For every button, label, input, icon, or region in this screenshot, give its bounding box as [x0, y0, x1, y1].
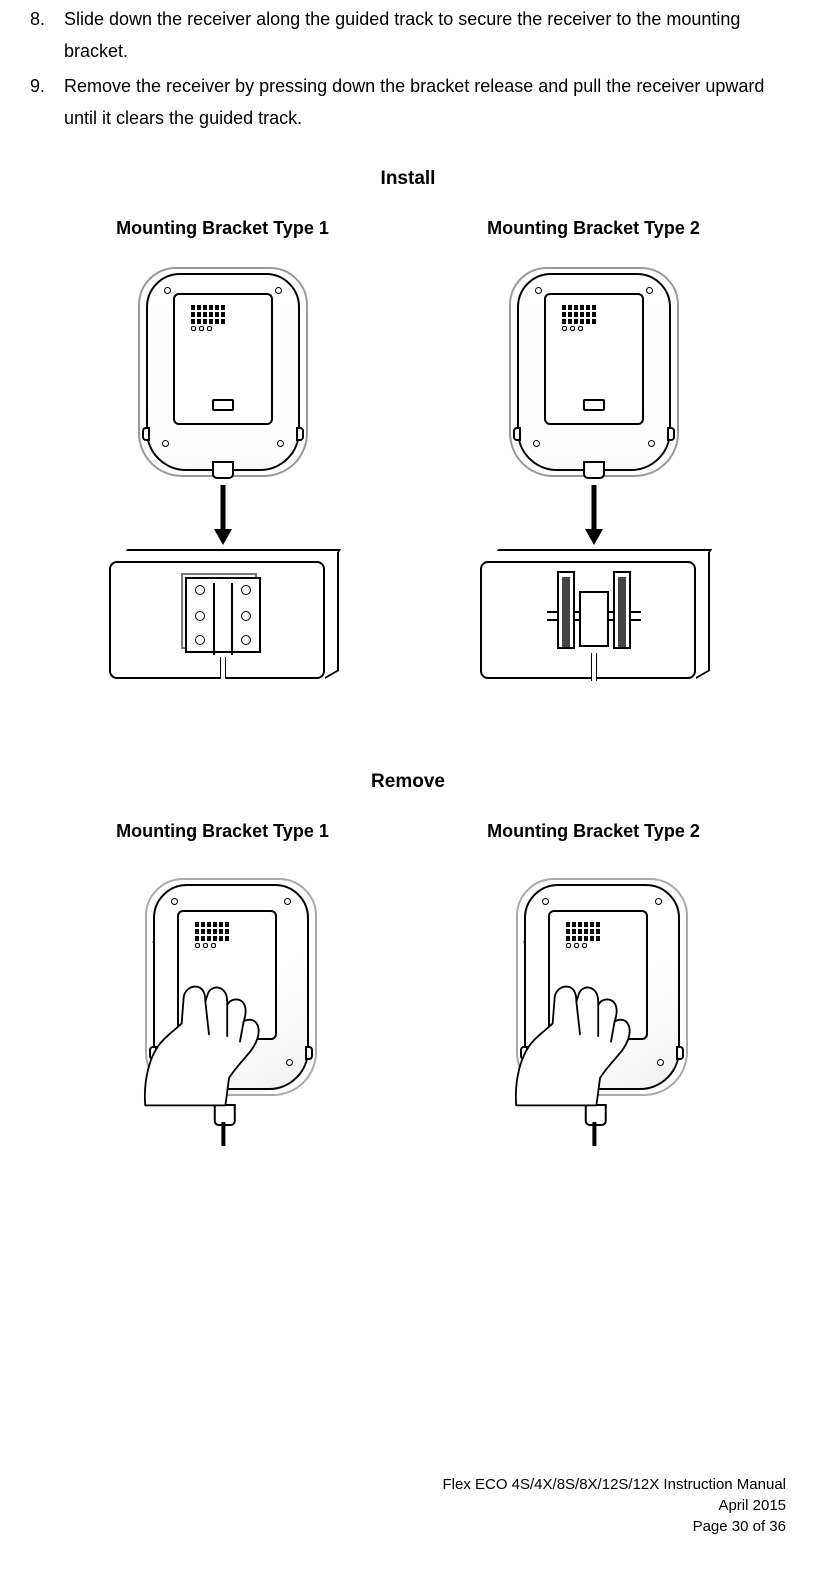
receiver-illustration [138, 267, 308, 489]
down-arrow-icon [589, 485, 599, 545]
remove-col-1: Mounting Bracket Type 1 [50, 821, 395, 1160]
remove-row: Mounting Bracket Type 1 [30, 821, 786, 1160]
footer-page-number: Page 30 of 36 [442, 1516, 786, 1537]
remove-col-2: Mounting Bracket Type 2 [421, 821, 766, 1160]
footer-date: April 2015 [442, 1495, 786, 1516]
remove-fig-bracket2 [459, 870, 729, 1160]
bracket-type2-illustration [480, 549, 708, 697]
down-arrow-icon [218, 485, 228, 545]
install-col2-title: Mounting Bracket Type 2 [487, 218, 700, 239]
page-footer: Flex ECO 4S/4X/8S/8X/12S/12X Instruction… [442, 1474, 786, 1537]
install-fig-bracket1 [93, 267, 353, 697]
install-col-1: Mounting Bracket Type 1 [50, 218, 395, 697]
page: 8. Slide down the receiver along the gui… [0, 0, 826, 1569]
install-fig-bracket2 [464, 267, 724, 697]
receiver-illustration [509, 267, 679, 489]
step-9: 9. Remove the receiver by pressing down … [30, 71, 786, 134]
remove-heading: Remove [30, 771, 786, 793]
receiver-mounted-illustration [131, 882, 315, 1122]
install-col-2: Mounting Bracket Type 2 [421, 218, 766, 697]
remove-fig-bracket1 [88, 870, 358, 1160]
step-8-text: Slide down the receiver along the guided… [64, 4, 786, 67]
remove-col2-title: Mounting Bracket Type 2 [487, 821, 700, 842]
step-8-num: 8. [30, 4, 64, 67]
install-heading: Install [30, 168, 786, 190]
step-8: 8. Slide down the receiver along the gui… [30, 4, 786, 67]
step-9-num: 9. [30, 71, 64, 134]
receiver-mounted-illustration [502, 882, 686, 1122]
remove-col1-title: Mounting Bracket Type 1 [116, 821, 329, 842]
footer-manual-title: Flex ECO 4S/4X/8S/8X/12S/12X Instruction… [442, 1474, 786, 1495]
bracket-type1-illustration [109, 549, 337, 697]
step-9-text: Remove the receiver by pressing down the… [64, 71, 786, 134]
install-row: Mounting Bracket Type 1 [30, 218, 786, 697]
install-col1-title: Mounting Bracket Type 1 [116, 218, 329, 239]
